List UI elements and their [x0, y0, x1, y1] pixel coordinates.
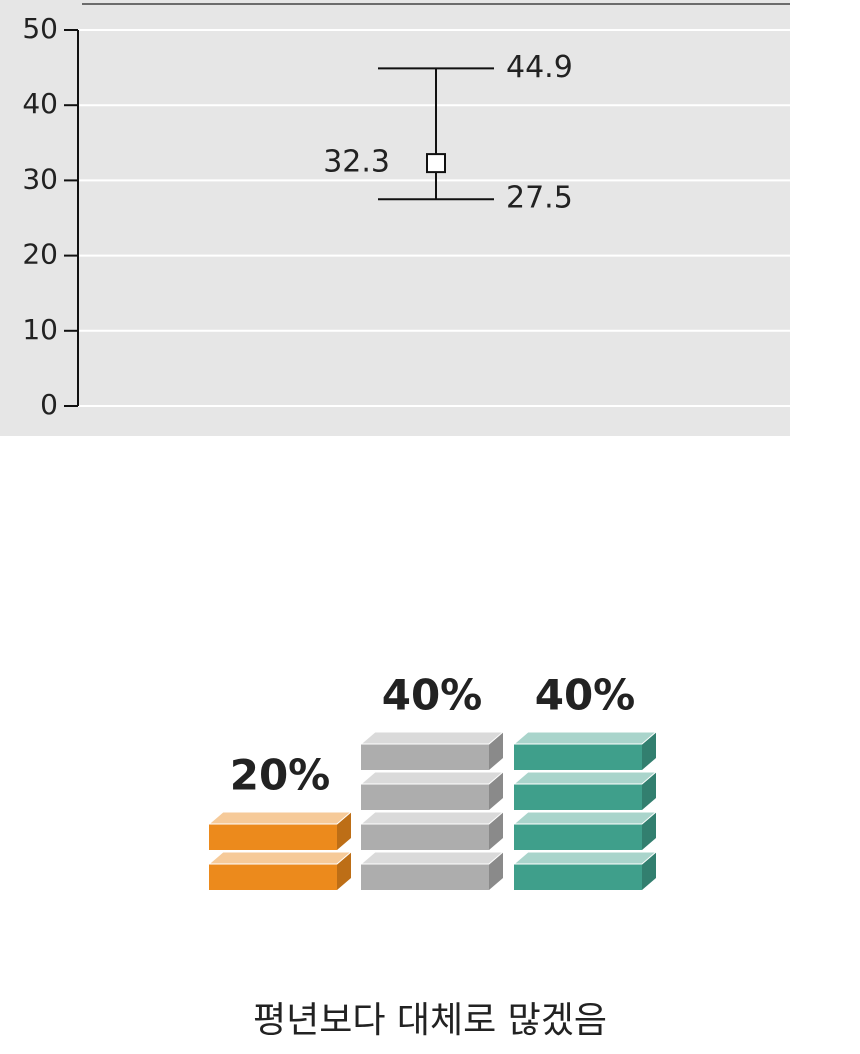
block-top: [207, 811, 353, 825]
block-front: [361, 784, 489, 810]
mean-marker: [426, 153, 446, 174]
y-tick-label: 40: [22, 87, 58, 120]
y-tick-label: 30: [22, 162, 58, 195]
caption: 평년보다 대체로 많겠음: [253, 1000, 607, 1041]
block-top: [512, 851, 658, 865]
block-top: [512, 811, 658, 825]
block-top: [512, 771, 658, 785]
y-tick-label: 20: [22, 238, 58, 271]
block-top: [359, 851, 505, 865]
block-front: [514, 824, 642, 850]
plot-background: [0, 0, 790, 436]
mean-label: 32.3: [323, 145, 390, 180]
block-front: [209, 824, 337, 850]
block-top: [359, 731, 505, 745]
block-stack: [207, 811, 353, 890]
block-front: [514, 864, 642, 890]
block-top: [359, 811, 505, 825]
y-tick-label: 10: [22, 313, 58, 346]
block-front: [514, 744, 642, 770]
block-front: [361, 824, 489, 850]
high-label: 44.9: [506, 50, 573, 85]
value-label: 40%: [535, 671, 636, 720]
block-top: [512, 731, 658, 745]
block-stack: [359, 731, 505, 890]
block-front: [361, 744, 489, 770]
value-label: 40%: [382, 671, 483, 720]
block-front: [361, 864, 489, 890]
block-front: [514, 784, 642, 810]
block-top: [359, 771, 505, 785]
y-tick-label: 0: [40, 388, 58, 421]
block-stack: [512, 731, 658, 890]
y-tick-label: 50: [22, 12, 58, 45]
low-label: 27.5: [506, 181, 573, 216]
block-top: [207, 851, 353, 865]
value-label: 20%: [230, 751, 331, 800]
block-front: [209, 864, 337, 890]
